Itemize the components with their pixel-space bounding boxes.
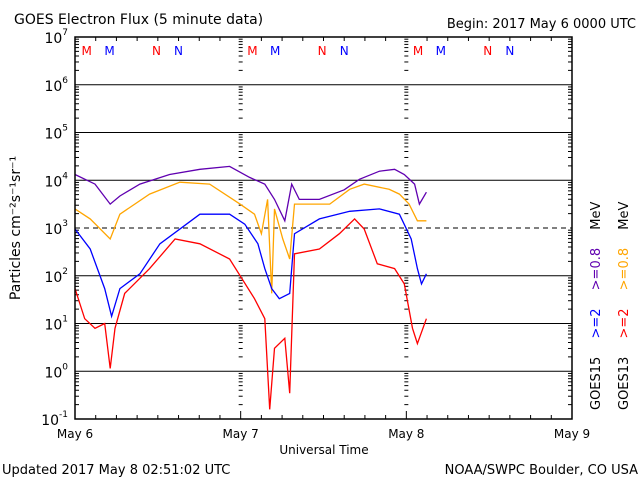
- y-tick-exponent: 2: [62, 267, 68, 277]
- y-tick-label: 101: [44, 315, 68, 334]
- y-tick-label: 102: [44, 267, 68, 286]
- orbit-marker: N: [152, 44, 161, 58]
- footer-source: NOAA/SWPC Boulder, CO USA: [445, 463, 638, 478]
- y-tick-label: 107: [44, 28, 68, 47]
- legend-high-energy: >=0.8: [589, 248, 604, 295]
- orbit-marker: N: [318, 44, 327, 58]
- orbit-marker: M: [104, 44, 114, 58]
- orbit-marker: M: [247, 44, 257, 58]
- orbit-marker: M: [82, 44, 92, 58]
- y-tick-exponent: 1: [62, 315, 68, 325]
- y-axis-label: Particles cm⁻²s⁻¹sr⁻¹: [8, 156, 24, 300]
- y-tick-exponent: 6: [62, 76, 68, 86]
- x-tick-label: May 9: [554, 427, 590, 441]
- begin-label: Begin: 2017 May 6 0000 UTC: [447, 17, 636, 32]
- plot-frame: [74, 36, 573, 420]
- orbit-marker: M: [413, 44, 423, 58]
- y-tick-exponent: 7: [62, 28, 68, 38]
- orbit-marker: M: [436, 44, 446, 58]
- orbit-marker: N: [340, 44, 349, 58]
- legend-satellite: GOES15: [589, 357, 604, 410]
- legend-goes15: GOES15 >=2 >=0.8 MeV: [589, 202, 604, 410]
- legend-high-energy: >=0.8: [617, 248, 632, 295]
- y-tick-exponent: 3: [62, 219, 68, 229]
- series-goes13-0-8-mev: [74, 181, 427, 294]
- y-tick-exponent: -1: [59, 410, 68, 420]
- legend-unit: MeV: [589, 202, 604, 234]
- y-tick-exponent: 5: [62, 124, 68, 134]
- y-tick-label: 100: [44, 362, 68, 381]
- series-goes15-0-8-mev: [74, 165, 427, 223]
- orbit-marker: M: [270, 44, 280, 58]
- legend-low-energy: >=2: [589, 308, 604, 342]
- y-tick-label: 106: [44, 76, 68, 95]
- y-tick-label: 104: [44, 171, 68, 190]
- series-goes13-2-mev: [74, 217, 428, 410]
- x-tick-label: May 8: [388, 427, 424, 441]
- series-goes15-2-mev: [74, 208, 427, 319]
- x-axis-label: Universal Time: [279, 443, 368, 457]
- y-tick-label: 103: [44, 219, 68, 238]
- x-tick-label: May 7: [223, 427, 259, 441]
- y-tick-exponent: 0: [62, 362, 68, 372]
- y-tick-label: 105: [44, 124, 68, 143]
- legend-low-energy: >=2: [617, 308, 632, 342]
- legend-unit: MeV: [617, 202, 632, 234]
- footer-updated: Updated 2017 May 8 02:51:02 UTC: [2, 463, 230, 478]
- legend-goes13: GOES13 >=2 >=0.8 MeV: [617, 202, 632, 410]
- x-tick-label: May 6: [57, 427, 93, 441]
- orbit-marker: N: [174, 44, 183, 58]
- chart-title: GOES Electron Flux (5 minute data): [14, 12, 263, 28]
- y-tick-exponent: 4: [62, 171, 68, 181]
- orbit-marker: N: [505, 44, 514, 58]
- legend-satellite: GOES13: [617, 357, 632, 410]
- orbit-marker: N: [483, 44, 492, 58]
